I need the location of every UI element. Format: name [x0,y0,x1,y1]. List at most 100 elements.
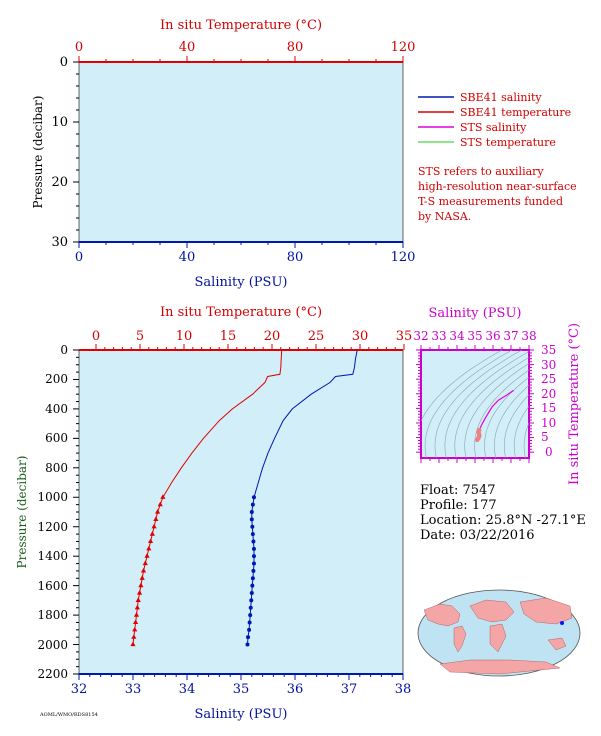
main-pres-tick-label: 0 [60,343,68,357]
main-pres-tick-label: 800 [45,461,68,475]
world-map [417,589,581,677]
ts-sal-tick-label: 35 [467,329,482,343]
ts-density-contour [434,350,523,458]
footer-code: AOML/WMO/RDS8154 [39,712,98,718]
main-temp-tick-label: 30 [352,329,369,344]
ts-density-contour [421,350,503,422]
salinity-marker [248,605,253,610]
main-tick-marks [73,344,405,680]
ts-density-contours [421,350,529,458]
temperature-marker [133,612,140,617]
legend-label-sts-temperature: STS temperature [460,136,556,149]
main-pres-tick-labels: 0 200 400 600 800 1000 1200 1400 1600 18… [37,343,68,681]
top-plot-area [78,61,404,243]
temperature-marker [160,494,166,499]
main-temp-tick-label: 25 [308,329,325,344]
salinity-marker [251,568,256,573]
temperature-marker [139,575,145,580]
main-pres-tick-label: 600 [45,431,68,445]
ts-sal-tick-labels: 32 33 34 35 36 37 38 [413,329,536,343]
map-landmass [469,599,515,623]
map-landmass [519,597,573,625]
ts-sal-tick-label: 38 [521,329,536,343]
top-tick-marks [73,56,404,248]
ts-temp-tick-label: 25 [541,372,556,386]
top-pres-tick-label: 0 [60,55,68,70]
main-sal-axis-title: Salinity (PSU) [195,707,288,722]
map-landmass [489,623,507,653]
salinity-marker [250,576,255,581]
temperature-marker [131,634,137,639]
temperature-marker [132,626,138,632]
main-panel: In situ Temperature (°C) 0 5 10 15 20 25… [15,305,412,722]
temperature-marker [130,641,136,647]
temperature-marker [153,516,159,521]
ts-sal-tick-label: 36 [485,329,500,343]
salinity-marker [250,502,255,507]
ts-deep-point [474,437,480,443]
main-pres-tick-label: 1400 [37,549,68,563]
salinity-marker [250,583,255,588]
main-pres-tick-label: 400 [45,402,68,416]
main-sal-tick-label: 33 [125,682,142,697]
main-pres-tick-label: 2000 [37,638,68,652]
salinity-marker [248,613,253,618]
temperature-marker [144,553,150,558]
profile-number: Profile: 177 [420,498,497,513]
main-sal-tick-label: 35 [233,682,250,697]
main-profile-series [130,350,358,647]
salinity-marker [249,598,254,603]
main-temp-tick-label: 0 [92,329,100,344]
top-sal-tick-label: 0 [75,250,83,265]
main-temp-tick-labels: 0 5 10 15 20 25 30 35 [92,329,412,344]
top-sal-tick-label: 120 [391,250,416,265]
ts-density-contour [484,376,529,458]
temperature-marker [140,567,147,573]
main-temp-tick-label: 10 [176,329,193,344]
salinity-marker [250,524,255,529]
ts-density-contour [454,356,529,458]
temperature-marker [138,582,144,588]
ts-temp-tick-labels: 0 5 10 15 20 25 30 35 [541,343,556,459]
temperature-marker [151,523,157,529]
ts-temp-tick-label: 5 [541,430,549,444]
ts-sal-tick-label: 32 [413,329,428,343]
map-landmass [423,603,461,627]
float-info: Float: 7547 Profile: 177 Location: 25.8°… [420,483,586,543]
ts-density-contour [444,351,529,458]
ts-temp-axis-title: In situ Temperature (°C) [567,323,582,485]
top-sal-tick-label: 80 [287,250,304,265]
legend-label-sts-salinity: STS salinity [460,121,527,134]
salinity-marker [251,561,256,566]
top-temp-tick-label: 80 [287,40,304,55]
legend-label-sbe41-temperature: SBE41 temperature [460,106,571,119]
legend: SBE41 salinity SBE41 temperature STS sal… [418,91,577,223]
salinity-marker [250,532,255,537]
ts-density-contour [424,350,513,458]
ts-temp-tick-label: 35 [541,343,556,357]
map-landmass [439,659,561,675]
main-pres-tick-label: 1600 [37,579,68,593]
ts-sal-tick-label: 33 [431,329,446,343]
main-pres-tick-label: 200 [45,372,68,386]
float-id: Float: 7547 [420,483,496,498]
temperature-marker [155,509,161,514]
main-plot-area [78,349,404,675]
main-pres-tick-label: 2200 [37,667,68,681]
temperature-marker [146,545,152,551]
ts-sal-tick-label: 34 [449,329,465,343]
ts-sal-tick-label: 37 [503,329,518,343]
map-landmass [547,637,567,651]
salinity-marker [249,510,254,514]
temperature-marker [142,560,148,566]
main-temp-tick-label: 35 [396,329,413,344]
main-pres-tick-label: 1200 [37,520,68,534]
top-temp-tick-label: 40 [179,40,196,55]
temperature-marker [149,531,155,536]
temperature-marker [135,597,141,602]
salinity-marker [251,539,256,544]
temperature-marker [134,604,140,610]
float-location-marker [560,621,564,625]
sts-note-line: high-resolution near-surface [418,180,577,193]
